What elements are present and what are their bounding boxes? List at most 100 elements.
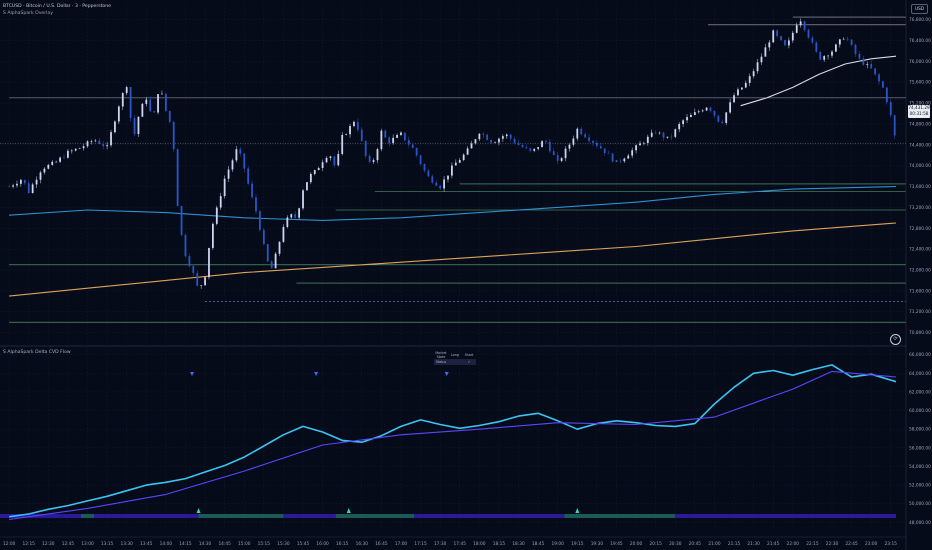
candle-body <box>682 120 685 125</box>
time-tick-label: 20:15 <box>649 541 662 547</box>
candle-body <box>435 182 438 186</box>
candle-body <box>474 139 477 144</box>
regime-bar-segment <box>335 514 415 518</box>
candle-body <box>8 186 11 188</box>
candle-body <box>313 170 316 174</box>
time-tick-label: 13:45 <box>140 541 153 547</box>
candle-body <box>419 155 422 164</box>
candle-body <box>882 81 884 88</box>
candle-body <box>509 134 512 139</box>
candle-body <box>705 107 708 111</box>
time-tick-label: 14:00 <box>160 541 173 547</box>
candle-body <box>364 140 367 156</box>
candle-body <box>854 45 857 55</box>
market-state-header-row: Market State Long Short <box>434 351 476 359</box>
price-tick-label: 72,800.00 <box>909 226 931 232</box>
candle-body <box>400 132 402 136</box>
candle-body <box>690 114 692 118</box>
candle-body <box>345 134 348 135</box>
candle-body <box>325 157 328 163</box>
candle-body <box>427 170 430 177</box>
candle-body <box>235 149 238 161</box>
candle-body <box>870 64 873 69</box>
candle-body <box>780 36 782 41</box>
sell-signal-marker <box>314 372 319 376</box>
candle-body <box>580 128 583 135</box>
regime-bar-segment <box>94 514 199 518</box>
candle-body <box>188 256 191 267</box>
time-tick-label: 13:00 <box>81 541 94 547</box>
candle-body <box>666 136 669 138</box>
candle-body <box>262 229 265 245</box>
candle-body <box>47 164 50 169</box>
time-tick-label: 22:15 <box>806 541 819 547</box>
candle-body <box>627 155 630 159</box>
time-tick-label: 14:45 <box>218 541 231 547</box>
time-tick-label: 19:30 <box>591 541 604 547</box>
candle-body <box>541 141 543 148</box>
candle-body <box>266 244 269 262</box>
candle-body <box>388 137 391 144</box>
cvd-series-line <box>9 370 897 521</box>
candle-body <box>713 110 716 116</box>
regime-bar-segment <box>0 514 81 518</box>
cvd-tick-label: 58,000.00 <box>909 427 931 433</box>
time-tick-label: 12:00 <box>3 541 16 547</box>
candle-body <box>74 148 77 151</box>
candle-body <box>376 149 379 161</box>
candle-body <box>129 87 132 118</box>
candle-body <box>94 140 97 142</box>
candle-body <box>619 160 622 162</box>
sell-signal-marker <box>190 372 194 376</box>
candle-body <box>760 56 763 63</box>
candle-body <box>517 142 520 146</box>
candle-body <box>599 146 602 149</box>
lower-cvd-lines <box>8 364 897 521</box>
currency-badge[interactable]: USD <box>911 4 928 14</box>
candle-body <box>772 30 775 43</box>
candle-body <box>466 148 469 155</box>
candle-body <box>595 142 598 147</box>
candle-body <box>39 172 42 180</box>
refresh-icon[interactable]: ⟳ <box>890 334 901 345</box>
candle-body <box>415 147 418 156</box>
candle-body <box>670 136 673 138</box>
lower-cvd-axis: 66,000.00 64,000.00 62,000.00 60,000.00 58,0… <box>909 352 931 526</box>
candle-body <box>729 102 732 113</box>
candle-body <box>787 40 790 46</box>
candle-body <box>643 142 645 144</box>
candle-body <box>298 208 301 218</box>
candle-body <box>227 169 230 179</box>
price-tick-label: 71,600.00 <box>909 288 931 294</box>
overlay-indicator-title[interactable]: S AlphaSpark Overlay <box>3 11 53 16</box>
time-tick-label: 21:30 <box>747 541 760 547</box>
cvd-tick-label: 56,000.00 <box>909 445 931 451</box>
moving-average-line <box>9 185 897 221</box>
candle-body <box>721 121 724 123</box>
time-tick-label: 14:30 <box>199 541 212 547</box>
time-tick-label: 15:45 <box>297 541 310 547</box>
candle-body <box>180 205 183 235</box>
candle-body <box>623 158 626 162</box>
candle-body <box>784 40 786 46</box>
candle-body <box>486 134 489 140</box>
candle-body <box>458 160 461 163</box>
candle-body <box>545 141 547 142</box>
candle-body <box>556 155 559 161</box>
upper-moving-averages <box>9 55 897 297</box>
candle-body <box>462 154 465 161</box>
candle-body <box>168 110 171 122</box>
candle-body <box>697 111 700 113</box>
candle-body <box>59 157 61 162</box>
cvd-indicator-title[interactable]: S AlphaSpark Delta CVD Flow <box>3 350 71 355</box>
candle-body <box>654 132 657 134</box>
candle-body <box>776 30 779 37</box>
candle-body <box>196 273 199 286</box>
price-tick-label: 71,200.00 <box>909 309 931 315</box>
candle-body <box>650 132 653 137</box>
candle-body <box>858 54 861 59</box>
cvd-tick-label: 60,000.00 <box>909 408 931 414</box>
candle-body <box>842 38 845 40</box>
candle-body <box>117 106 120 122</box>
